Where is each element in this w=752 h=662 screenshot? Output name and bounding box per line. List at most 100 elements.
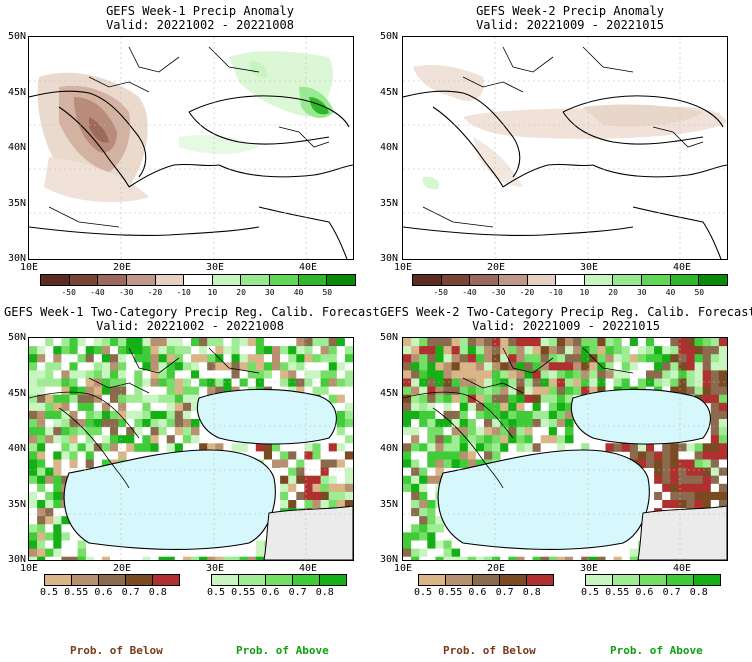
probability-cell xyxy=(263,346,273,355)
colorbar-tick-label: 0.5 xyxy=(413,587,433,598)
panel4-lon-10e: 10E xyxy=(394,563,413,574)
probability-cell xyxy=(288,483,297,493)
probability-cell xyxy=(411,435,420,444)
probability-cell xyxy=(670,500,679,509)
probability-cell xyxy=(524,386,533,396)
probability-cell xyxy=(475,427,485,436)
probability-cell xyxy=(540,386,550,396)
colorbar-tick-label: 0.55 xyxy=(231,587,256,598)
probability-cell xyxy=(77,410,87,420)
probability-cell xyxy=(101,354,111,363)
probability-cell xyxy=(621,362,631,371)
probability-cell xyxy=(670,459,679,468)
panel4-lat-35n: 35N xyxy=(380,499,399,510)
probability-cell xyxy=(45,532,54,541)
probability-cell xyxy=(37,394,46,404)
probability-cell xyxy=(403,378,412,387)
probability-cell xyxy=(166,556,176,560)
probability-cell xyxy=(524,402,533,412)
probability-cell xyxy=(451,346,461,355)
probability-cell xyxy=(344,475,353,485)
probability-cell xyxy=(524,346,533,355)
probability-cell xyxy=(540,443,550,452)
probability-cell xyxy=(637,346,647,355)
probability-cell xyxy=(654,362,663,371)
probability-cell xyxy=(182,354,192,363)
probability-cell xyxy=(500,378,509,387)
probability-cell xyxy=(548,443,558,452)
probability-cell xyxy=(45,451,54,460)
panel1-lat-35n: 35N xyxy=(8,198,27,209)
probability-cell xyxy=(451,419,461,428)
probability-cell xyxy=(29,354,38,363)
probability-cell xyxy=(654,378,663,387)
probability-cell xyxy=(239,346,249,355)
probability-cell xyxy=(662,483,671,493)
probability-cell xyxy=(443,459,452,468)
probability-cell xyxy=(508,435,517,444)
probability-cell xyxy=(37,354,46,363)
probability-cell xyxy=(524,370,533,379)
probability-cell xyxy=(336,491,346,501)
probability-cell xyxy=(484,362,493,371)
probability-cell xyxy=(427,540,436,549)
probability-cell xyxy=(532,354,542,363)
probability-cell xyxy=(231,346,240,355)
probability-cell xyxy=(288,370,297,379)
probability-cell xyxy=(419,451,428,460)
probability-cell xyxy=(53,508,62,517)
probability-cell xyxy=(646,346,655,355)
probability-cell xyxy=(508,386,517,396)
probability-cell xyxy=(328,386,338,396)
probability-cell xyxy=(223,443,232,452)
probability-cell xyxy=(328,354,338,363)
probability-cell xyxy=(215,346,224,355)
probability-cell xyxy=(158,386,168,396)
probability-cell xyxy=(475,443,485,452)
probability-cell xyxy=(45,386,54,396)
probability-cell xyxy=(344,338,353,347)
probability-cell xyxy=(69,338,78,347)
probability-cell xyxy=(344,443,353,452)
probability-cell xyxy=(403,483,412,493)
probability-cell xyxy=(484,410,493,420)
colorbar-tick-label: 10 xyxy=(207,288,218,297)
probability-cell xyxy=(288,378,297,387)
probability-cell xyxy=(182,378,192,387)
probability-cell xyxy=(142,386,151,396)
panel1-map xyxy=(28,36,354,260)
probability-cell xyxy=(629,556,639,560)
probability-cell xyxy=(29,427,38,436)
probability-cell xyxy=(419,467,428,477)
probability-cell xyxy=(166,378,176,387)
probability-cell xyxy=(403,443,412,452)
probability-cell xyxy=(272,354,281,363)
probability-cell xyxy=(556,338,566,347)
probability-cell xyxy=(126,402,135,412)
colorbar-tick-label: 0.8 xyxy=(522,587,541,598)
colorbar-tick-label: 20 xyxy=(608,288,618,297)
probability-cell xyxy=(336,386,346,396)
probability-cell xyxy=(654,483,663,493)
probability-cell xyxy=(475,346,485,355)
probability-cell xyxy=(702,443,712,452)
probability-cell xyxy=(45,362,54,371)
probability-cell xyxy=(150,338,159,347)
panel2-lon-30e: 30E xyxy=(580,262,599,273)
probability-cell xyxy=(272,451,281,460)
colorbar-tick-label: 20 xyxy=(236,288,246,297)
probability-cell xyxy=(443,410,452,420)
probability-cell xyxy=(288,491,297,501)
colorbar-tick-label: 0.6 xyxy=(468,587,487,598)
panel1-map-svg xyxy=(29,37,353,259)
probability-cell xyxy=(69,362,78,371)
probability-cell xyxy=(597,354,606,363)
probability-cell xyxy=(443,443,452,452)
probability-cell xyxy=(516,394,525,404)
probability-cell xyxy=(500,410,509,420)
probability-cell xyxy=(443,451,452,460)
probability-cell xyxy=(435,394,444,404)
probability-cell xyxy=(158,402,168,412)
probability-cell xyxy=(532,419,542,428)
probability-cell xyxy=(694,500,704,509)
